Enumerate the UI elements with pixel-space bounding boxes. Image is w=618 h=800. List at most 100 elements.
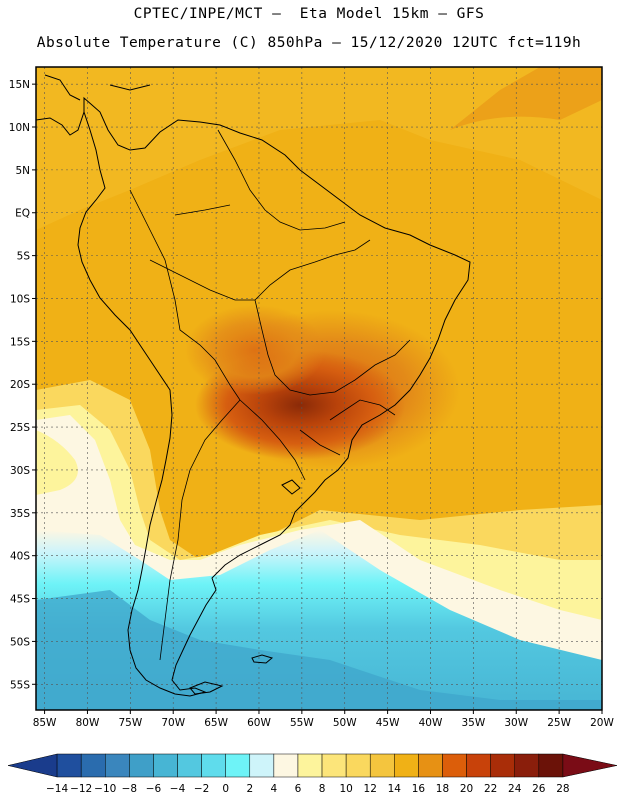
border-4: [254, 299, 411, 396]
lat-label: 50S: [10, 636, 30, 648]
lat-label: 15N: [9, 79, 30, 91]
lon-label: 75W: [118, 717, 142, 729]
pacific-cream-patch: [36, 430, 78, 495]
tierra-del-fuego: [189, 681, 224, 695]
border-3: [159, 399, 306, 661]
colorbar-label: 12: [364, 783, 377, 795]
colorbar-label: 4: [271, 783, 278, 795]
lon-label: 45W: [376, 717, 400, 729]
colorbar-swatch: [105, 753, 130, 778]
colorbar-label: −10: [94, 783, 116, 795]
lat-label: 5N: [15, 165, 30, 177]
colorbar-label: −14: [46, 783, 68, 795]
colorbar-swatch: [538, 753, 564, 778]
colorbar-max-arrow: [562, 753, 618, 778]
colorbar-swatch: [297, 753, 323, 778]
colorbar-swatch: [56, 753, 82, 778]
chart-title-line-2: Absolute Temperature (C) 850hPa – 15/12/…: [36, 35, 582, 51]
colorbar-swatch: [225, 753, 251, 778]
lon-label: 70W: [161, 717, 185, 729]
lon-label: 80W: [76, 717, 100, 729]
colorbar-label: 2: [246, 783, 253, 795]
lat-label: 20S: [10, 379, 30, 391]
border-6: [299, 399, 396, 456]
lon-label: 25W: [547, 717, 571, 729]
lat-label: 40S: [10, 551, 30, 563]
lon-label: 60W: [247, 717, 271, 729]
colorbar-swatch: [514, 753, 540, 778]
colorbar-label: 10: [339, 783, 352, 795]
colorbar-label: 20: [460, 783, 473, 795]
colorbar-label: −12: [70, 783, 92, 795]
border-1: [149, 239, 371, 301]
lon-label: 35W: [461, 717, 485, 729]
lagoa-dos-patos: [281, 479, 301, 495]
falklands: [251, 654, 274, 664]
colorbar-label: 22: [484, 783, 497, 795]
colorbar-swatch: [394, 753, 419, 778]
lat-label: EQ: [15, 208, 30, 220]
south-america-coastline: [77, 96, 471, 697]
cold-core: [36, 590, 602, 710]
coastlines-and-borders: [36, 74, 471, 697]
colorbar-label: 18: [436, 783, 449, 795]
lat-label: 35S: [10, 508, 30, 520]
lon-label: 50W: [333, 717, 357, 729]
colorbar-swatch: [129, 753, 154, 778]
longitude-labels: 85W 80W 75W 70W 65W 60W 55W 50W 45W 40W 35W 30W 25W 2…: [33, 710, 614, 729]
colorbar-label: −4: [170, 783, 186, 795]
temperature-field: [36, 67, 602, 710]
lat-label: 45S: [10, 594, 30, 606]
colorbar: −14 −12 −10 −8 −6 −4 −2 0 2 4 6 8 10 12 14 16 18 20 22 24 26…: [7, 753, 618, 795]
colorbar-swatch: [490, 753, 515, 778]
map-frame: [35, 66, 603, 711]
colorbar-swatch: [177, 753, 202, 778]
colorbar-label: 24: [508, 783, 522, 795]
lon-label: 20W: [590, 717, 614, 729]
caribbean-coast: [44, 74, 151, 101]
border-5: [174, 129, 346, 231]
central-america-coast: [36, 111, 85, 136]
lat-label: 25S: [10, 422, 30, 434]
lat-lon-grid: [36, 67, 603, 710]
colorbar-swatch: [418, 753, 443, 778]
colorbar-label: −2: [194, 783, 209, 795]
colorbar-swatch: [201, 753, 226, 778]
colorbar-label: 8: [319, 783, 326, 795]
colorbar-swatch: [466, 753, 491, 778]
colorbar-label: 14: [388, 783, 402, 795]
lon-label: 55W: [290, 717, 314, 729]
colorbar-swatch: [80, 753, 106, 778]
colorbar-swatch: [321, 753, 347, 778]
colorbar-swatch: [249, 753, 275, 778]
lat-label: 5S: [17, 251, 31, 263]
colorbar-label: 6: [295, 783, 302, 795]
lat-label: 30S: [10, 465, 30, 477]
colorbar-label: 26: [532, 783, 546, 795]
lat-label: 10N: [9, 122, 30, 134]
colorbar-label: −6: [146, 783, 162, 795]
atlantic-warm-patch: [450, 67, 602, 130]
colorbar-swatch: [345, 753, 371, 778]
colorbar-min-arrow: [7, 753, 58, 778]
chart-title-line-1: CPTEC/INPE/MCT – Eta Model 15km – GFS: [133, 6, 485, 22]
colorbar-label: 0: [222, 783, 229, 795]
colorbar-swatch: [273, 753, 299, 778]
lon-label: 40W: [419, 717, 443, 729]
colorbar-swatch: [153, 753, 178, 778]
northern-warm-band: [36, 67, 602, 230]
latitude-labels: 15N 10N 5N EQ 5S 10S 15S 20S 25S 30S 35S 40S 45S 50S 5…: [9, 79, 36, 691]
colorbar-label: 28: [556, 783, 569, 795]
lat-label: 10S: [10, 293, 30, 305]
colorbar-swatch: [369, 753, 395, 778]
lat-label: 55S: [10, 679, 30, 691]
lon-label: 85W: [33, 717, 57, 729]
colorbar-label: 16: [412, 783, 426, 795]
warm-core-north: [185, 305, 325, 395]
border-2: [129, 189, 241, 401]
lon-label: 65W: [204, 717, 228, 729]
colorbar-label: −8: [122, 783, 137, 795]
lon-label: 30W: [504, 717, 528, 729]
colorbar-swatch: [442, 753, 467, 778]
